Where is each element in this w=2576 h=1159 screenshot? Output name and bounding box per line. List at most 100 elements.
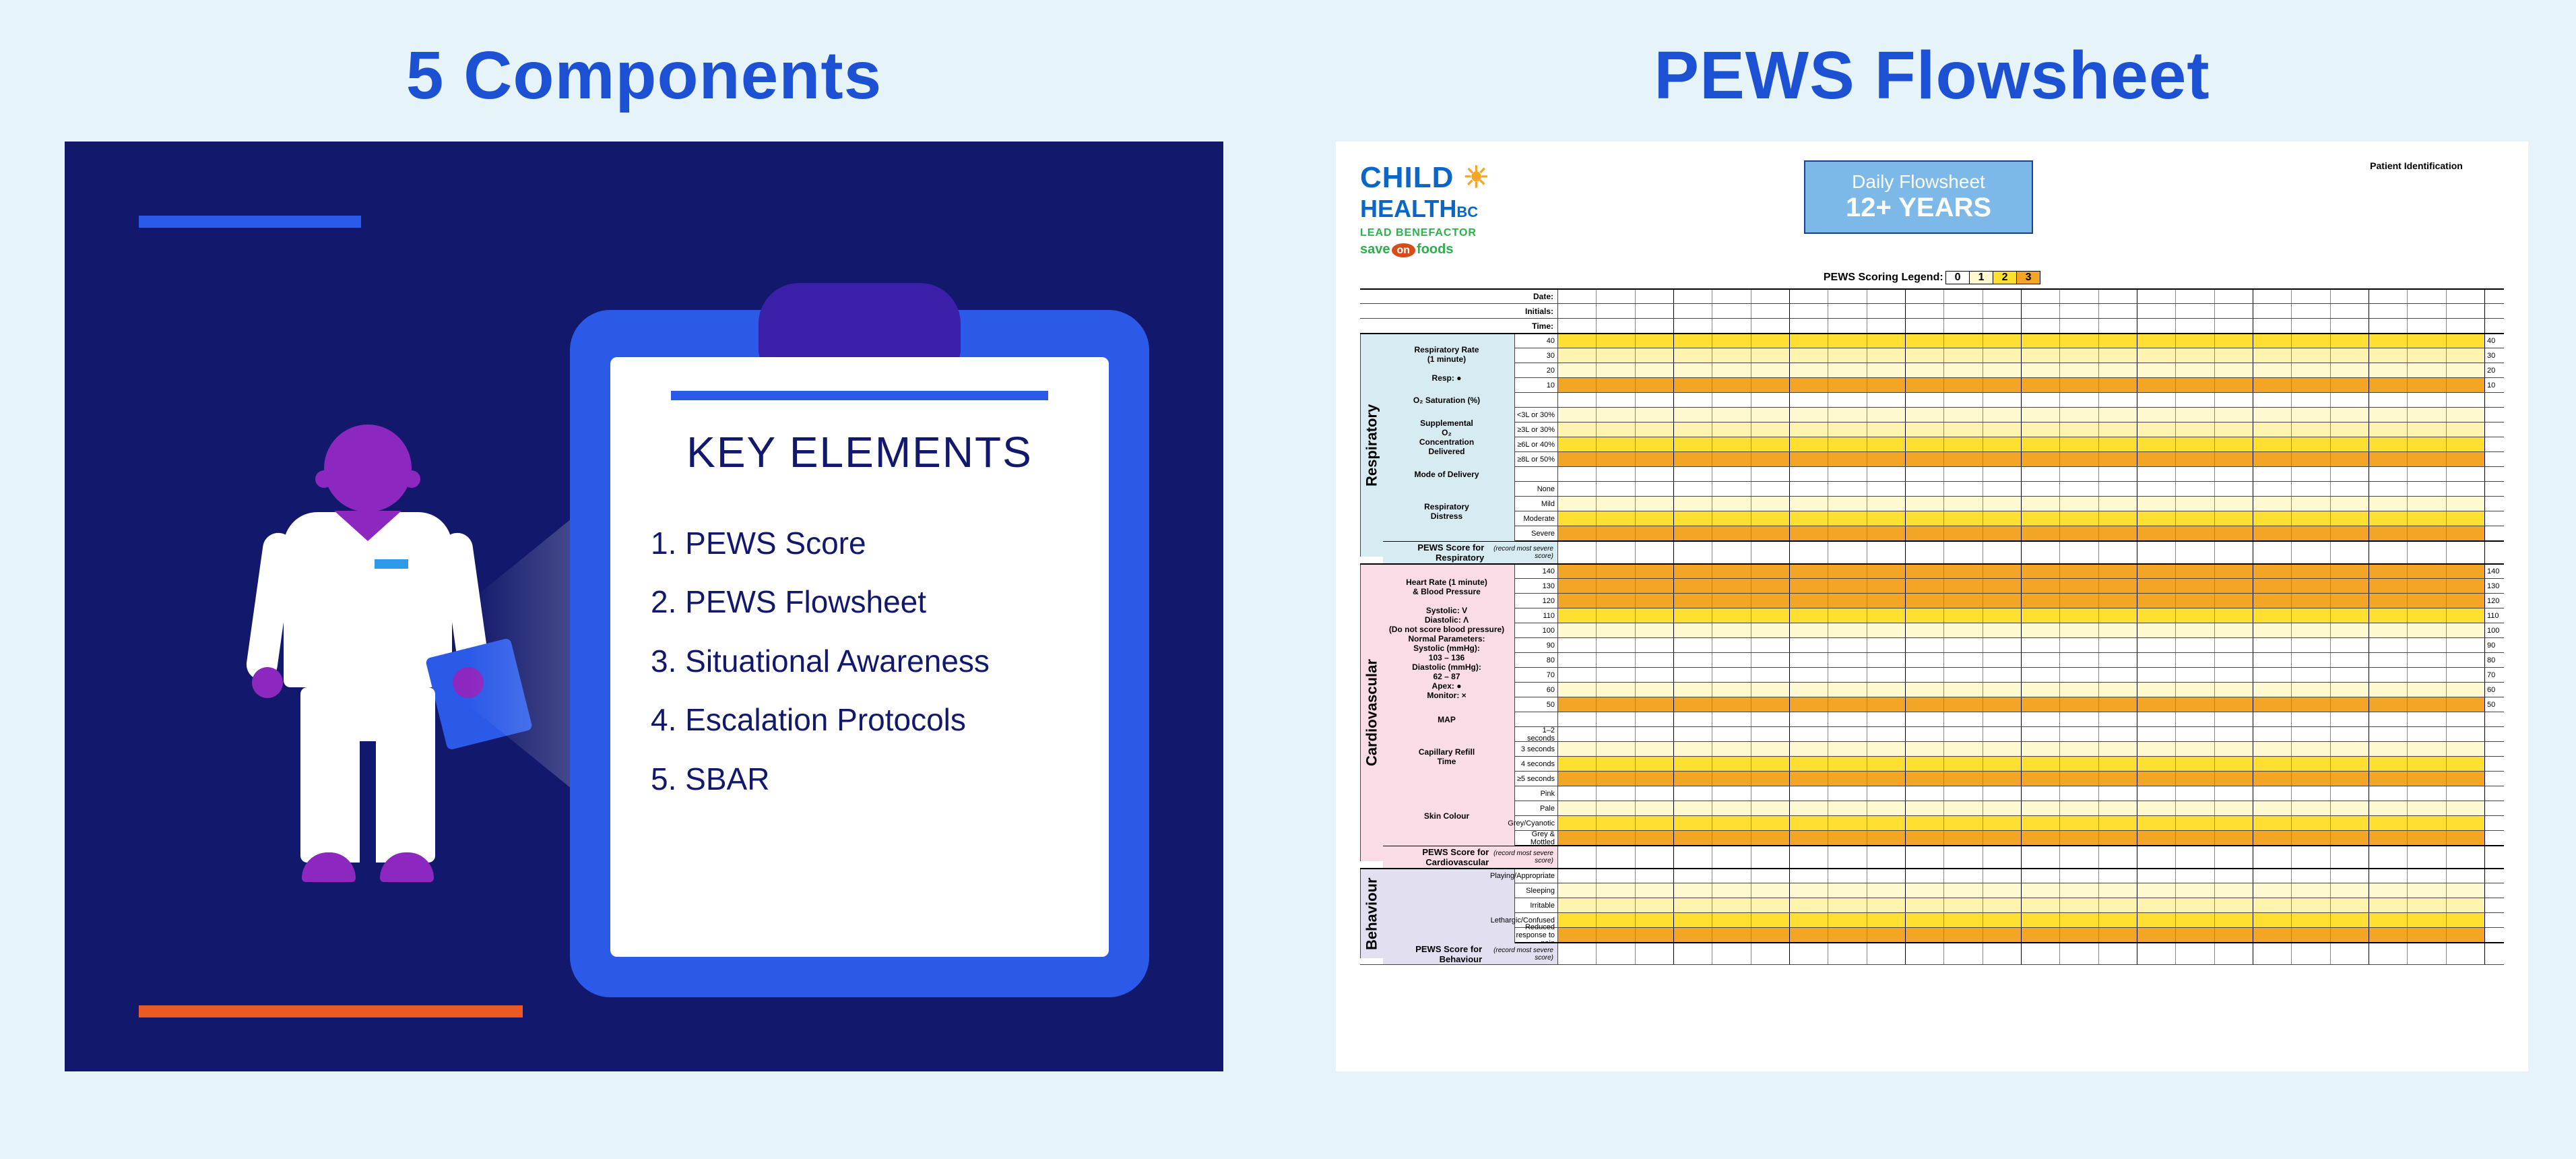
flowsheet-cell [1790, 526, 1828, 540]
flowsheet-cell [2447, 378, 2485, 392]
flowsheet-cell [2099, 943, 2137, 964]
flowsheet-cell [1674, 579, 1712, 593]
flowsheet-cell [2292, 928, 2330, 942]
flowsheet-cell [2369, 526, 2408, 540]
flowsheet-cell [1674, 913, 1712, 927]
flowsheet-cell [2369, 786, 2408, 801]
flowsheet-cell [2099, 363, 2137, 377]
flowsheet-cell [1867, 565, 1906, 578]
row-right-tick: 30 [2485, 348, 2504, 363]
flowsheet-cell [2292, 712, 2330, 726]
flowsheet-cell [2408, 565, 2446, 578]
flowsheet-cell [1636, 482, 1674, 496]
flowsheet-cell [1944, 378, 1983, 392]
flowsheet-cell [1751, 683, 1790, 697]
flowsheet-cell [1906, 408, 1944, 422]
flowsheet-cell [1712, 290, 1751, 303]
flowsheet-cell [2215, 801, 2253, 815]
flowsheet-cell [1867, 319, 1906, 333]
flowsheet-cell [2292, 653, 2330, 667]
flowsheet-document: CHILD ☀ HEALTHBC LEAD BENEFACTOR saveonf… [1336, 142, 2528, 1071]
flowsheet-cell [2331, 786, 2369, 801]
flowsheet-cell [1906, 497, 1944, 511]
flowsheet-cell [1867, 816, 1906, 830]
flowsheet-cell [1558, 526, 1597, 540]
flowsheet-cell [1828, 467, 1867, 481]
flowsheet-cell [1867, 608, 1906, 623]
flowsheet-cell [1751, 511, 1790, 526]
flowsheet-cell [2369, 542, 2408, 563]
legend-3: 3 [2016, 271, 2040, 284]
flowsheet-cell [2369, 594, 2408, 608]
flowsheet-cell [1867, 712, 1906, 726]
flowsheet-cell [2369, 846, 2408, 868]
flowsheet-cell [1597, 846, 1635, 868]
flowsheet-row: ≥8L or 50% [1360, 451, 2504, 466]
flowsheet-cell [2331, 319, 2369, 333]
flowsheet-cell [1944, 579, 1983, 593]
flowsheet-cell [2099, 579, 2137, 593]
flowsheet-cell [2022, 846, 2060, 868]
flowsheet-cell [2176, 913, 2214, 927]
group-label: MAP [1383, 712, 1515, 727]
flowsheet-cell [2369, 304, 2408, 318]
flowsheet-cell [1597, 653, 1635, 667]
row-right-tick [2485, 393, 2504, 407]
flowsheet-cell [1906, 712, 1944, 726]
flowsheet-cell [1906, 883, 1944, 898]
flowsheet-cell [2176, 348, 2214, 363]
flowsheet-cell [1712, 742, 1751, 756]
flowsheet-cell [1944, 913, 1983, 927]
row-right-tick [2485, 898, 2504, 912]
left-heading: 5 Components [406, 37, 882, 115]
flowsheet-cell [1558, 786, 1597, 801]
flowsheet-cell [2292, 883, 2330, 898]
accent-bar-orange [139, 1005, 523, 1017]
flowsheet-cell [1906, 772, 1944, 786]
flowsheet-cell [1906, 290, 1944, 303]
flowsheet-cell [2022, 482, 2060, 496]
flowsheet-cell [2176, 683, 2214, 697]
flowsheet-cell [1983, 883, 2022, 898]
flowsheet-cell [2447, 898, 2485, 912]
flowsheet-cell [1597, 497, 1635, 511]
flowsheet-cell [2408, 511, 2446, 526]
flowsheet-cell [1944, 668, 1983, 682]
flowsheet-cell [2022, 742, 2060, 756]
flowsheet-cell [2022, 290, 2060, 303]
flowsheet-cell [1906, 683, 1944, 697]
flowsheet-cell [1597, 757, 1635, 771]
flowsheet-cell [2447, 772, 2485, 786]
meta-label: Initials: [1360, 304, 1558, 318]
flowsheet-cell [1558, 943, 1597, 964]
flowsheet-row: 130130 [1360, 578, 2504, 593]
flowsheet-cell [1983, 913, 2022, 927]
flowsheet-cell [2022, 408, 2060, 422]
flowsheet-cell [2331, 831, 2369, 845]
flowsheet-cell [2060, 668, 2098, 682]
flowsheet-cell [2176, 579, 2214, 593]
flowsheet-row: 1010 [1360, 377, 2504, 392]
flowsheet-cell [2331, 482, 2369, 496]
flowsheet-cell [1790, 467, 1828, 481]
flowsheet-cell [1712, 467, 1751, 481]
flowsheet-cell [1558, 467, 1597, 481]
row-right-tick: 100 [2485, 623, 2504, 637]
flowsheet-cell [1828, 742, 1867, 756]
flowsheet-cell [1944, 928, 1983, 942]
flowsheet-cell [1906, 697, 1944, 712]
flowsheet-cell [2099, 742, 2137, 756]
flowsheet-cell [1983, 801, 2022, 815]
flowsheet-cell [2292, 467, 2330, 481]
flowsheet-cell [2369, 928, 2408, 942]
row-sublabel [1515, 467, 1558, 481]
flowsheet-cell [2331, 943, 2369, 964]
flowsheet-cell [2408, 883, 2446, 898]
flowsheet-cell [1674, 334, 1712, 348]
flowsheet-row: 6060 [1360, 682, 2504, 697]
flowsheet-cell [2331, 653, 2369, 667]
flowsheet-cell [1674, 638, 1712, 652]
flowsheet-cell [1751, 526, 1790, 540]
flowsheet-cell [2331, 608, 2369, 623]
flowsheet-cell [2215, 757, 2253, 771]
